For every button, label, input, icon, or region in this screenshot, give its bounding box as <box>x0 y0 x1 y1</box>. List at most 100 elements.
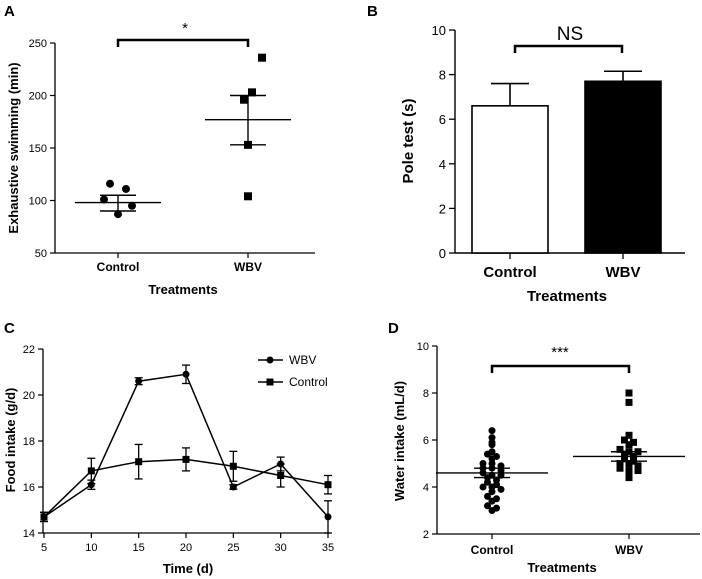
panel-b-pole-test: Pole test (s) Treatments Control WBV NS … <box>400 23 685 305</box>
panel-c-x-tick-label: 25 <box>227 542 239 554</box>
panel-d-point-control <box>484 492 491 500</box>
panel-d-point-control <box>484 502 491 510</box>
panel-c-x-tick-label: 15 <box>133 542 145 554</box>
panel-d-y-tick-label: 10 <box>417 341 429 353</box>
panel-c-point-wbv <box>135 377 143 385</box>
panel-a-point-wbv <box>244 140 252 149</box>
panel-c-point-control <box>135 458 143 466</box>
panel-c-legend-wbv: WBV <box>289 353 316 367</box>
panel-d-point-control <box>488 497 496 505</box>
panel-b-y-tick-label: 4 <box>439 157 446 172</box>
panel-d-y-axis-title: Water intake (mL/d) <box>392 381 407 501</box>
panel-c-point-control <box>229 462 237 470</box>
panel-d-y-tick-label: 2 <box>423 529 429 541</box>
panel-c-x-tick-label: 30 <box>275 542 287 554</box>
panel-a-y-tick-label: 250 <box>29 38 47 50</box>
panel-b-y-tick-label: 2 <box>439 201 446 216</box>
panel-b-category-wbv: WBV <box>606 264 641 281</box>
panel-a-y-tick-label: 100 <box>29 196 47 208</box>
panel-c-point-wbv <box>324 513 332 521</box>
panel-c-point-control <box>87 467 95 475</box>
panel-letter-c: C <box>4 320 15 337</box>
panel-d-y-tick-label: 4 <box>423 482 429 494</box>
panel-d-point-wbv <box>616 460 624 467</box>
panel-c-x-tick-label: 10 <box>85 542 97 554</box>
panel-c-x-tick-label: 20 <box>180 542 192 554</box>
panel-a-point-wbv <box>258 53 266 62</box>
panel-c-legend-marker-wbv <box>266 356 274 364</box>
panel-b-category-control: Control <box>483 264 536 281</box>
panel-c-y-axis-title: Food intake (g/d) <box>3 388 18 493</box>
panel-b-y-tick-label: 0 <box>439 246 446 261</box>
panel-c-x-tick-label: 5 <box>41 542 47 554</box>
panel-d-point-wbv <box>634 467 642 475</box>
panel-b-bar-wbv <box>584 80 662 254</box>
panel-d-point-control <box>484 478 491 486</box>
panel-c-point-wbv <box>229 483 237 491</box>
panel-d-point-wbv <box>625 469 633 477</box>
panel-b-y-tick-label: 6 <box>439 112 446 127</box>
panel-c-legend-marker-control <box>266 378 274 386</box>
panel-a-point-control <box>114 210 122 219</box>
panel-d-point-wbv <box>621 436 628 444</box>
panel-c-line-wbv <box>43 373 329 518</box>
panel-a-point-control <box>128 201 136 210</box>
panel-d-point-control <box>488 441 496 449</box>
panel-c-food-intake: Food intake (g/d) Time (d) WBV Control 1… <box>3 344 334 576</box>
panel-a-point-wbv <box>244 192 252 201</box>
panel-a-significance-bracket <box>116 38 250 47</box>
panel-c-point-control <box>40 513 48 521</box>
panel-d-y-tick-label: 6 <box>423 435 429 447</box>
panel-d-point-wbv <box>625 389 633 397</box>
panel-b-y-tick-label: 8 <box>439 68 446 83</box>
panel-a-point-control <box>122 184 130 193</box>
panel-c-y-tick-label: 16 <box>23 482 35 494</box>
panel-a-y-tick-label: 200 <box>29 91 47 103</box>
panel-c-y-tick-label: 14 <box>23 528 35 540</box>
panel-c-y-tick-label: 22 <box>23 344 35 356</box>
panel-d-point-control <box>488 488 496 496</box>
panel-a-x-axis-title: Treatments <box>148 282 217 297</box>
panel-a-point-control <box>100 195 108 204</box>
panel-d-point-control <box>488 507 496 514</box>
panel-d-point-wbv <box>616 445 624 453</box>
panel-a-point-control <box>106 179 114 188</box>
panel-d-point-control <box>488 427 496 435</box>
panel-letter-b: B <box>367 3 378 20</box>
panel-c-y-tick-label: 18 <box>23 436 35 448</box>
panel-d-point-control <box>497 485 505 493</box>
panel-b-significance: NS <box>557 24 583 45</box>
panel-c-point-control <box>324 481 332 489</box>
panel-d-point-wbv <box>625 460 633 467</box>
panel-a-point-wbv <box>248 88 256 97</box>
panel-d-point-control <box>484 450 491 458</box>
panel-d-category-wbv: WBV <box>615 543 643 557</box>
panel-d-y-tick-label: 8 <box>423 388 429 400</box>
panel-d-x-axis-title: Treatments <box>527 560 596 575</box>
panel-c-legend-control: Control <box>289 375 328 389</box>
panel-a-y-axis-title: Exhaustive swimming (min) <box>6 62 21 233</box>
panel-a-category-wbv: WBV <box>234 260 262 274</box>
panel-b-y-tick-label: 10 <box>432 23 446 38</box>
panel-d-point-wbv <box>625 474 633 482</box>
panel-c-x-tick-label: 35 <box>322 542 334 554</box>
panel-b-bar-control <box>471 105 549 254</box>
panel-d-category-control: Control <box>471 543 514 557</box>
panel-c-x-axis-title: Time (d) <box>163 561 213 576</box>
panel-d-point-wbv <box>621 450 628 458</box>
panel-d-point-wbv <box>625 431 633 439</box>
panel-d-water-intake: Water intake (mL/d) Treatments Control W… <box>392 341 700 575</box>
panel-c-y-tick-label: 20 <box>23 390 35 402</box>
panel-a-point-wbv <box>240 95 248 104</box>
panel-a-category-control: Control <box>97 260 140 274</box>
panel-d-point-wbv <box>634 462 642 470</box>
panel-d-point-wbv <box>630 438 637 446</box>
panel-c-point-wbv <box>182 370 190 378</box>
panel-d-significance-bracket <box>490 364 631 373</box>
panel-b-x-axis-title: Treatments <box>527 288 607 305</box>
panel-d-point-wbv <box>616 464 624 472</box>
panel-a-y-tick-label: 50 <box>35 248 47 260</box>
panel-a-y-tick-label: 150 <box>29 143 47 155</box>
panel-d-point-wbv <box>621 455 628 463</box>
